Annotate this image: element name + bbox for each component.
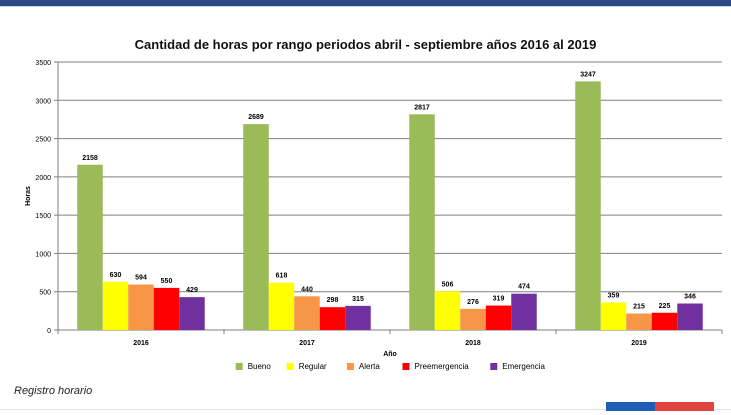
data-label: 474 [518,284,530,291]
data-label: 3247 [580,71,596,78]
y-tick-label: 3500 [35,60,51,67]
legend-swatch-bueno [235,363,243,370]
x-axis-title: Año [383,351,397,358]
data-label: 225 [659,303,671,310]
data-label: 429 [186,287,198,294]
bar-emergencia [511,293,537,330]
y-tick-label: 3000 [35,98,51,105]
bar-regular [102,281,129,330]
y-tick-label: 1000 [35,251,51,258]
y-tick-label: 500 [39,290,51,297]
bar-bueno [409,114,435,331]
bar-emergencia [345,305,371,330]
data-label: 298 [327,297,339,304]
data-label: 630 [110,272,122,279]
bar-alerta [626,313,652,330]
data-label: 618 [276,273,288,280]
flag-stripe-blue [606,402,655,411]
x-tick-label: 2019 [631,340,647,347]
y-tick-label: 2000 [35,175,51,182]
data-label: 2689 [248,114,264,121]
data-label: 215 [633,304,645,311]
bar-alerta [128,284,154,330]
legend-swatch-preemergencia [402,363,410,370]
bar-bueno [77,164,103,330]
data-label: 550 [161,278,173,285]
data-label: 319 [493,296,505,303]
data-label: 315 [352,296,364,303]
bar-emergencia [179,297,205,330]
legend-label: Preemergencia [415,362,470,371]
bar-regular [434,291,461,330]
caption: Registro horario [14,385,93,397]
legend-label: Regular [299,362,327,371]
legend-swatch-alerta [346,363,354,370]
bar-regular [268,282,295,330]
data-label: 346 [684,294,696,301]
bar-preemergencia [485,305,512,330]
y-axis-title: Horas [25,186,32,206]
data-label: 506 [442,281,454,288]
data-label: 594 [135,275,147,282]
legend-swatch-regular [286,363,294,370]
x-tick-label: 2018 [465,340,481,347]
top-divider [0,6,731,7]
data-label: 2158 [82,155,98,162]
bar-chart: 0 500 1000 1500 2000 2500 3000 3500 2016 2158 630 5… [25,60,723,371]
x-tick-label: 2016 [133,340,149,347]
data-label: 440 [301,286,313,293]
bar-bueno [575,81,601,330]
legend-label: Bueno [248,362,272,371]
bar-preemergencia [319,307,346,330]
y-tick-label: 1500 [35,213,51,220]
bar-emergencia [677,303,703,330]
legend-label: Emergencia [502,362,545,371]
bar-alerta [294,296,320,330]
bar-regular [600,302,627,330]
data-label: 2817 [414,104,430,111]
bar-alerta [460,308,486,330]
bottom-divider [0,409,731,410]
bar-bueno [243,124,269,330]
y-tick-label: 2500 [35,137,51,144]
bar-preemergencia [153,287,180,330]
legend-label: Alerta [359,362,380,371]
data-label: 359 [608,293,620,300]
y-tick-label: 0 [47,328,51,335]
bar-preemergencia [651,312,678,330]
chart-title: Cantidad de horas por rango periodos abr… [134,37,597,52]
legend-swatch-emergencia [490,363,498,370]
data-label: 276 [467,299,479,306]
flag-stripe-red [655,402,714,411]
x-tick-label: 2017 [299,340,315,347]
top-banner [0,0,731,6]
